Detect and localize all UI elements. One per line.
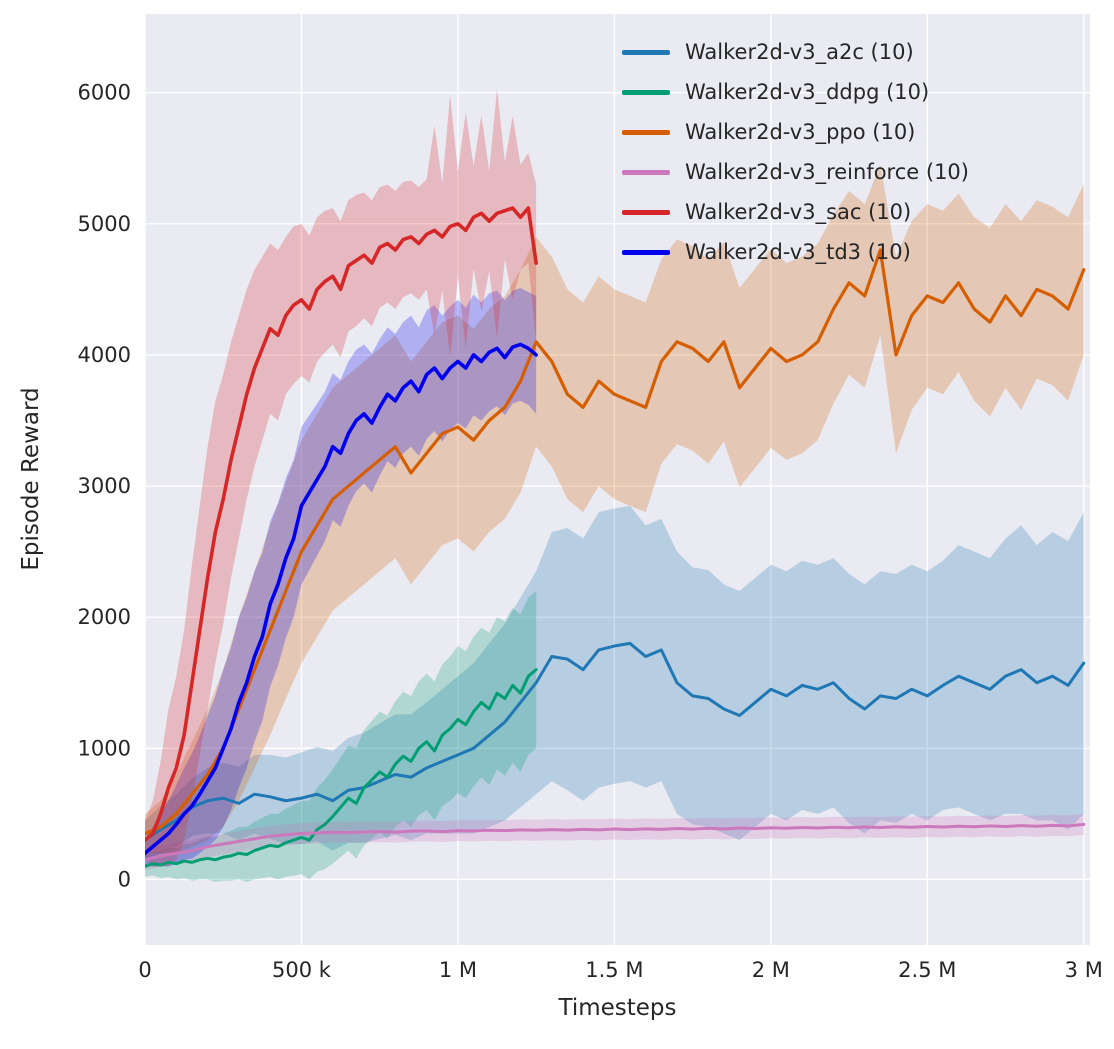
y-tick-label: 2000 xyxy=(78,605,131,629)
legend-entry-reinforce: Walker2d-v3_reinforce (10) xyxy=(622,152,969,192)
x-tick-label: 1 M xyxy=(439,958,477,982)
x-tick-label: 2 M xyxy=(752,958,790,982)
legend-swatch-icon xyxy=(622,89,670,95)
legend-swatch-icon xyxy=(622,49,670,55)
series-sac-band xyxy=(145,88,537,867)
legend-label: Walker2d-v3_ddpg (10) xyxy=(685,80,930,104)
series-td3-line xyxy=(145,342,538,856)
series-ddpg-band xyxy=(145,590,537,883)
series-sac-line xyxy=(145,206,538,842)
series-reinforce-line xyxy=(145,822,1086,862)
legend-label: Walker2d-v3_a2c (10) xyxy=(685,40,914,64)
series-ddpg-line xyxy=(145,668,538,868)
x-tick-label: 2.5 M xyxy=(898,958,956,982)
x-tick-label: 0 xyxy=(138,958,151,982)
legend-entry-td3: Walker2d-v3_td3 (10) xyxy=(622,232,969,272)
y-tick-label: 3000 xyxy=(78,474,131,498)
y-tick-label: 6000 xyxy=(78,81,131,105)
series-td3-band xyxy=(145,288,537,867)
legend-entry-ddpg: Walker2d-v3_ddpg (10) xyxy=(622,72,969,112)
y-tick-label: 1000 xyxy=(78,736,131,760)
y-tick-label: 4000 xyxy=(78,343,131,367)
x-tick-label: 1.5 M xyxy=(585,958,643,982)
legend-swatch-icon xyxy=(622,129,670,135)
series-ppo-line xyxy=(145,248,1086,836)
legend-swatch-icon xyxy=(622,249,670,255)
legend-entry-a2c: Walker2d-v3_a2c (10) xyxy=(622,32,969,72)
series-a2c-line xyxy=(145,641,1086,842)
legend-label: Walker2d-v3_reinforce (10) xyxy=(685,160,969,184)
plot-area xyxy=(145,14,1090,945)
legend-label: Walker2d-v3_sac (10) xyxy=(685,200,912,224)
x-tick-label: 3 M xyxy=(1065,958,1103,982)
x-tick-label: 500 k xyxy=(272,958,332,982)
y-tick-label: 5000 xyxy=(78,212,131,236)
series-ppo-band xyxy=(145,164,1084,854)
legend-label: Walker2d-v3_td3 (10) xyxy=(685,240,911,264)
legend-swatch-icon xyxy=(622,169,670,175)
legend: Walker2d-v3_a2c (10) Walker2d-v3_ddpg (10… xyxy=(622,32,969,272)
legend-swatch-icon xyxy=(622,209,670,215)
y-axis-label: Episode Reward xyxy=(18,387,44,571)
legend-label: Walker2d-v3_ppo (10) xyxy=(685,120,916,144)
y-tick-label: 0 xyxy=(118,867,131,891)
legend-entry-sac: Walker2d-v3_sac (10) xyxy=(622,192,969,232)
x-axis-label: Timesteps xyxy=(558,995,677,1021)
legend-entry-ppo: Walker2d-v3_ppo (10) xyxy=(622,112,969,152)
